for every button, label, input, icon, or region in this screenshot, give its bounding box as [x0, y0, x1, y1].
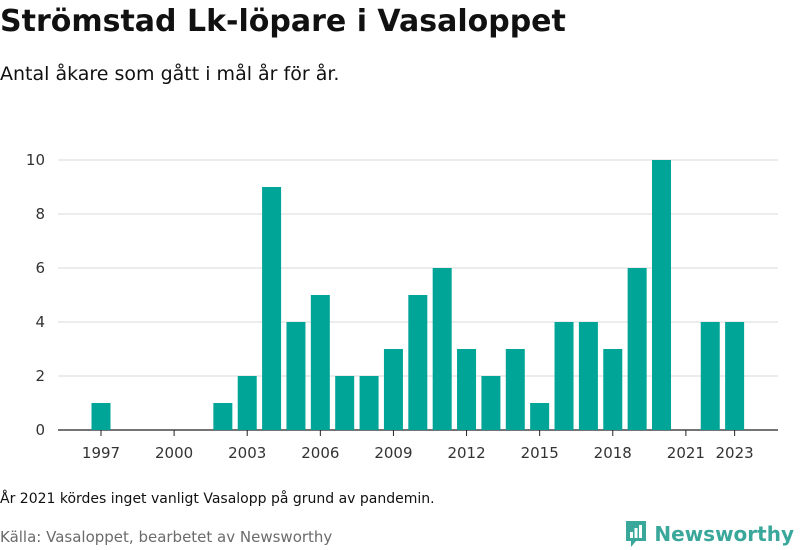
bar: [603, 349, 623, 430]
chart-note: År 2021 kördes inget vanligt Vasalopp på…: [0, 491, 435, 507]
chart-title: Strömstad Lk-löpare i Vasaloppet: [0, 4, 566, 39]
x-tick-label: 2018: [594, 444, 632, 462]
bar-chart-icon: [626, 521, 647, 547]
brand-logo: Newsworthy: [624, 519, 794, 549]
bar: [432, 268, 452, 430]
chart-subtitle: Antal åkare som gått i mål år för år.: [0, 63, 340, 85]
bar: [652, 160, 672, 430]
x-tick-label: 2012: [447, 444, 485, 462]
x-tick-label: 1997: [82, 444, 120, 462]
bar: [627, 268, 647, 430]
bar: [578, 322, 598, 430]
bar: [237, 376, 257, 430]
bar: [262, 187, 282, 430]
bar: [383, 349, 403, 430]
bar: [408, 295, 428, 430]
x-tick-label: 2006: [301, 444, 339, 462]
bar: [457, 349, 477, 430]
source-credit: Källa: Vasaloppet, bearbetet av Newswort…: [0, 528, 333, 546]
bar: [554, 322, 574, 430]
bar: [505, 349, 525, 430]
y-tick-label: 8: [35, 205, 45, 223]
x-tick-label: 2003: [228, 444, 266, 462]
x-tick-label: 2023: [716, 444, 754, 462]
bar: [725, 322, 745, 430]
x-tick-label: 2000: [155, 444, 193, 462]
bar: [700, 322, 720, 430]
y-tick-label: 6: [35, 259, 45, 277]
bar-chart: 0 2 4 6 8 10 1997 2000 2003 2006 2009 2012 2015 2018 2…: [26, 151, 778, 462]
bar: [335, 376, 355, 430]
x-tick-label: 2021: [667, 444, 705, 462]
bar: [91, 403, 111, 430]
y-tick-label: 4: [35, 313, 45, 331]
y-tick-label: 10: [26, 151, 45, 169]
bar: [286, 322, 306, 430]
x-tick-label: 2015: [521, 444, 559, 462]
bar: [359, 376, 379, 430]
y-tick-label: 0: [35, 421, 45, 439]
bar: [481, 376, 501, 430]
bar: [530, 403, 550, 430]
bar: [213, 403, 233, 430]
bar: [310, 295, 330, 430]
brand-name: Newsworthy: [654, 522, 794, 546]
y-tick-label: 2: [35, 367, 45, 385]
x-tick-label: 2009: [374, 444, 412, 462]
